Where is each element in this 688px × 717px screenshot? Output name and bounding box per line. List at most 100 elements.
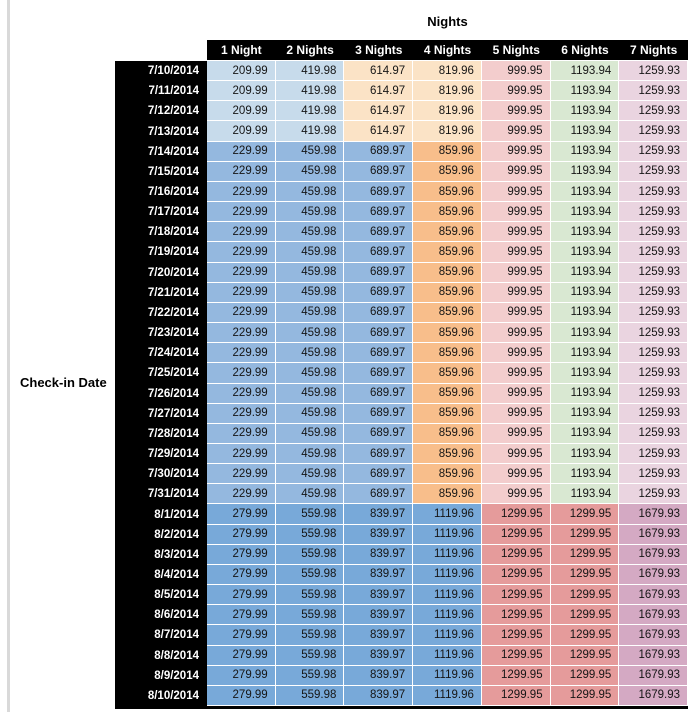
price-cell[interactable]: 459.98 [275, 443, 345, 465]
price-cell[interactable]: 1259.93 [619, 81, 688, 102]
price-cell[interactable]: 839.97 [344, 504, 414, 525]
price-cell[interactable]: 1259.93 [619, 242, 688, 263]
price-cell[interactable]: 999.95 [481, 61, 551, 82]
price-cell[interactable]: 859.96 [413, 323, 482, 344]
price-cell[interactable]: 279.99 [207, 564, 276, 586]
price-cell[interactable]: 459.98 [275, 403, 345, 424]
price-cell[interactable]: 1299.95 [550, 504, 620, 525]
column-header-cell[interactable]: 3 Nights [355, 43, 403, 57]
price-cell[interactable]: 1119.96 [413, 564, 482, 586]
price-cell[interactable]: 1193.94 [550, 323, 620, 344]
price-cell[interactable]: 279.99 [207, 665, 276, 686]
price-cell[interactable]: 559.98 [275, 645, 345, 666]
price-cell[interactable]: 1299.95 [550, 665, 620, 686]
price-cell[interactable]: 689.97 [344, 262, 414, 283]
price-cell[interactable]: 1193.94 [550, 383, 620, 404]
price-cell[interactable]: 859.96 [413, 443, 482, 465]
price-cell[interactable]: 859.96 [413, 141, 482, 162]
row-date-cell[interactable]: 7/26/2014 [115, 383, 207, 404]
price-cell[interactable]: 999.95 [481, 262, 551, 283]
price-cell[interactable]: 279.99 [207, 685, 276, 706]
price-cell[interactable]: 1259.93 [619, 61, 688, 82]
price-cell[interactable]: 1193.94 [550, 141, 620, 162]
row-date-cell[interactable]: 8/4/2014 [115, 564, 207, 586]
price-cell[interactable]: 419.98 [275, 81, 345, 102]
price-cell[interactable]: 1193.94 [550, 464, 620, 485]
price-cell[interactable]: 859.96 [413, 181, 482, 203]
row-date-cell[interactable]: 8/10/2014 [115, 685, 207, 706]
price-cell[interactable]: 1299.95 [481, 544, 551, 565]
price-cell[interactable]: 1259.93 [619, 161, 688, 182]
price-cell[interactable]: 459.98 [275, 343, 345, 364]
price-cell[interactable]: 1299.95 [550, 685, 620, 706]
price-cell[interactable]: 229.99 [207, 181, 276, 203]
row-date-cell[interactable]: 7/21/2014 [115, 282, 207, 303]
row-date-cell[interactable]: 7/28/2014 [115, 423, 207, 444]
price-cell[interactable]: 209.99 [207, 121, 276, 142]
row-date-cell[interactable]: 7/17/2014 [115, 202, 207, 223]
price-cell[interactable]: 859.96 [413, 161, 482, 182]
price-cell[interactable]: 1193.94 [550, 403, 620, 424]
row-date-cell[interactable]: 8/8/2014 [115, 645, 207, 666]
price-cell[interactable]: 279.99 [207, 524, 276, 545]
price-cell[interactable]: 1679.93 [619, 625, 688, 646]
price-cell[interactable]: 1119.96 [413, 625, 482, 646]
price-cell[interactable]: 459.98 [275, 323, 345, 344]
price-cell[interactable]: 1193.94 [550, 302, 620, 324]
price-cell[interactable]: 999.95 [481, 383, 551, 404]
price-cell[interactable]: 229.99 [207, 302, 276, 324]
price-cell[interactable]: 1119.96 [413, 524, 482, 545]
price-cell[interactable]: 689.97 [344, 282, 414, 303]
price-cell[interactable]: 1193.94 [550, 121, 620, 142]
price-cell[interactable]: 689.97 [344, 202, 414, 223]
price-cell[interactable]: 1193.94 [550, 222, 620, 243]
price-cell[interactable]: 1193.94 [550, 181, 620, 203]
price-cell[interactable]: 1119.96 [413, 685, 482, 706]
price-cell[interactable]: 459.98 [275, 181, 345, 203]
price-cell[interactable]: 689.97 [344, 323, 414, 344]
price-cell[interactable]: 229.99 [207, 403, 276, 424]
price-cell[interactable]: 559.98 [275, 585, 345, 606]
price-cell[interactable]: 859.96 [413, 383, 482, 404]
price-cell[interactable]: 1299.95 [481, 564, 551, 586]
price-cell[interactable]: 999.95 [481, 464, 551, 485]
row-date-cell[interactable]: 7/25/2014 [115, 363, 207, 384]
price-cell[interactable]: 1299.95 [481, 504, 551, 525]
price-cell[interactable]: 839.97 [344, 564, 414, 586]
price-cell[interactable]: 1259.93 [619, 383, 688, 404]
price-cell[interactable]: 1119.96 [413, 544, 482, 565]
price-cell[interactable]: 459.98 [275, 464, 345, 485]
price-cell[interactable]: 279.99 [207, 544, 276, 565]
price-cell[interactable]: 1119.96 [413, 504, 482, 525]
price-cell[interactable]: 859.96 [413, 202, 482, 223]
price-cell[interactable]: 999.95 [481, 343, 551, 364]
price-cell[interactable]: 559.98 [275, 665, 345, 686]
price-cell[interactable]: 459.98 [275, 423, 345, 444]
price-cell[interactable]: 689.97 [344, 343, 414, 364]
price-cell[interactable]: 229.99 [207, 222, 276, 243]
price-cell[interactable]: 819.96 [413, 61, 482, 82]
price-cell[interactable]: 1119.96 [413, 665, 482, 686]
row-date-cell[interactable]: 7/22/2014 [115, 302, 207, 324]
price-cell[interactable]: 839.97 [344, 665, 414, 686]
price-cell[interactable]: 689.97 [344, 484, 414, 505]
price-cell[interactable]: 999.95 [481, 101, 551, 122]
row-date-cell[interactable]: 7/20/2014 [115, 262, 207, 283]
price-cell[interactable]: 1299.95 [481, 645, 551, 666]
price-cell[interactable]: 1193.94 [550, 423, 620, 444]
row-date-cell[interactable]: 7/24/2014 [115, 343, 207, 364]
price-cell[interactable]: 559.98 [275, 685, 345, 706]
row-date-cell[interactable]: 8/1/2014 [115, 504, 207, 525]
price-cell[interactable]: 459.98 [275, 262, 345, 283]
column-header-cell[interactable]: 6 Nights [561, 43, 609, 57]
price-cell[interactable]: 1299.95 [481, 605, 551, 626]
price-cell[interactable]: 1299.95 [550, 524, 620, 545]
price-cell[interactable]: 559.98 [275, 524, 345, 545]
price-cell[interactable]: 1299.95 [481, 685, 551, 706]
row-date-cell[interactable]: 7/29/2014 [115, 443, 207, 465]
price-cell[interactable]: 1119.96 [413, 645, 482, 666]
price-cell[interactable]: 1193.94 [550, 101, 620, 122]
price-cell[interactable]: 1299.95 [481, 625, 551, 646]
price-cell[interactable]: 1259.93 [619, 302, 688, 324]
row-date-cell[interactable]: 8/9/2014 [115, 665, 207, 686]
